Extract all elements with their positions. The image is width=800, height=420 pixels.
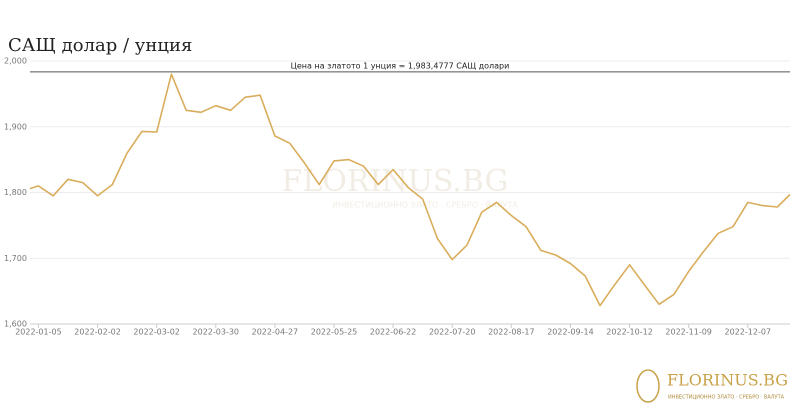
line-series [29,73,791,307]
logo-name: FLORINUS.BG [667,371,788,390]
x-tick-label: 2022-05-25 [311,328,358,337]
reference-label: Цена на златото 1 унция = 1,983,4777 САЩ… [291,61,510,70]
x-tick-label: 2022-04-27 [252,328,299,337]
x-tick-label: 2022-06-22 [370,328,417,337]
x-tick-label: 2022-12-07 [725,328,772,337]
x-tick-label: 2022-03-02 [133,328,180,337]
logo-tagline: ИНВЕСТИЦИОННО ЗЛАТО · СРЕБРО · ВАЛУТА [668,395,785,401]
x-tick-label: 2022-09-14 [547,328,594,337]
y-tick-label: 1,600 [4,320,27,329]
x-tick-label: 2022-10-12 [606,328,653,337]
chart-title: САЩ долар / унция [8,35,192,56]
y-tick-label: 1,700 [4,254,27,263]
x-tick-label: 2022-11-09 [665,328,712,337]
x-tick-label: 2022-02-02 [74,328,121,337]
y-tick-label: 2,000 [4,57,27,66]
x-tick-label: 2022-08-17 [488,328,535,337]
logo-icon [636,369,660,403]
y-tick-label: 1,900 [4,122,27,131]
watermark: FLORINUS.BG [282,164,509,199]
y-tick-label: 1,800 [4,188,27,197]
logo: FLORINUS.BG ИНВЕСТИЦИОННО ЗЛАТО · СРЕБРО… [636,369,788,403]
x-tick-label: 2022-03-30 [193,328,240,337]
x-tick-label: 2022-07-20 [429,328,476,337]
x-tick-label: 2022-01-05 [15,328,62,337]
